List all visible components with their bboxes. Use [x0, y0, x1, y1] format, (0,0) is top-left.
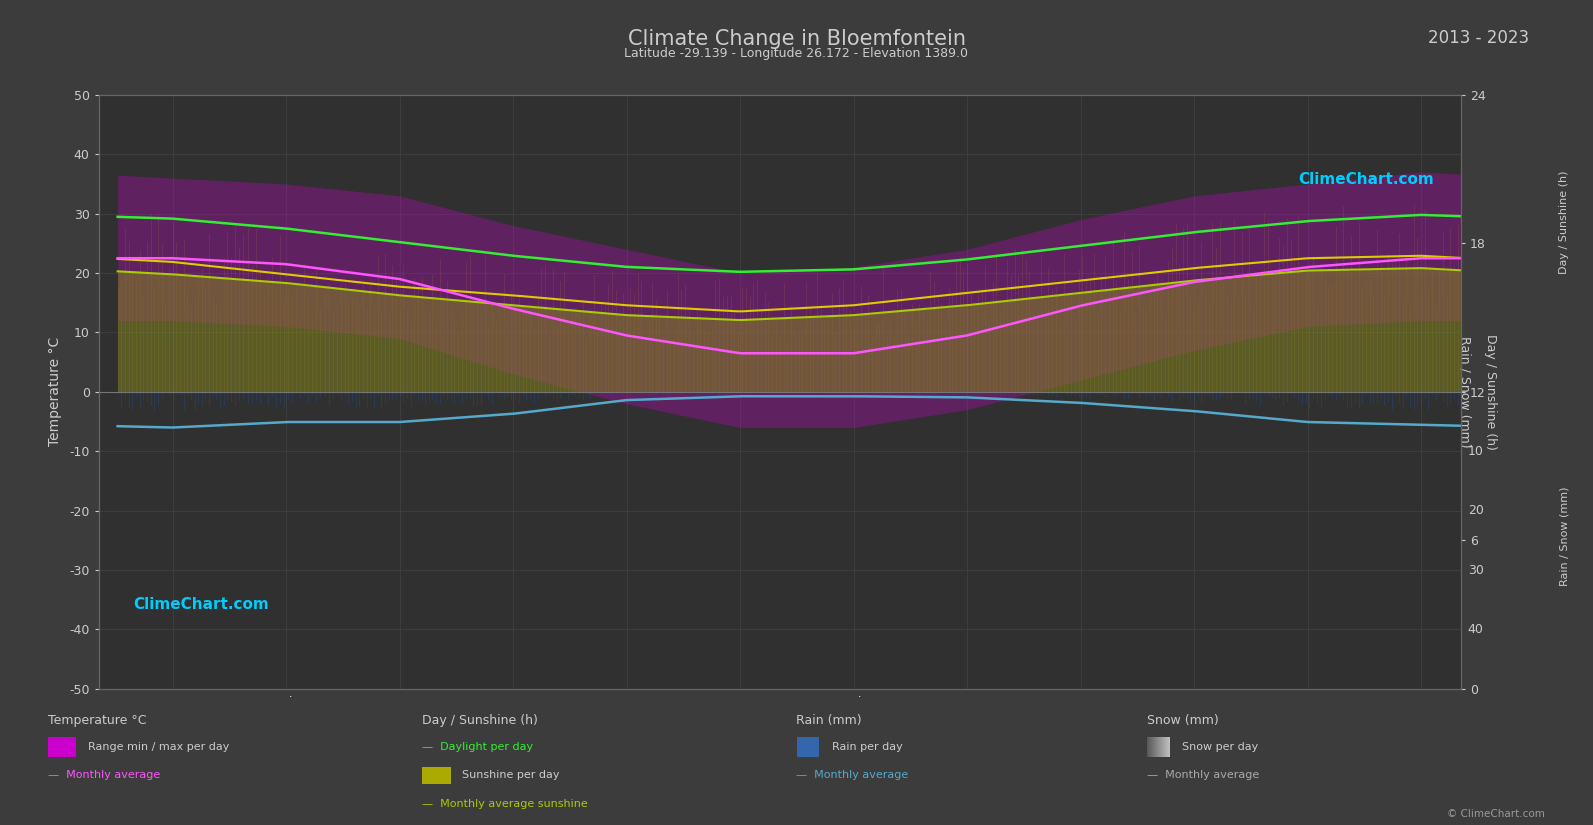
Text: Day / Sunshine (h): Day / Sunshine (h)	[422, 714, 538, 727]
Text: Range min / max per day: Range min / max per day	[88, 742, 229, 752]
Y-axis label: Temperature °C: Temperature °C	[48, 337, 62, 446]
Text: 10: 10	[1467, 445, 1483, 458]
Text: ClimeChart.com: ClimeChart.com	[1298, 172, 1434, 187]
Text: —  Monthly average: — Monthly average	[796, 771, 908, 780]
Text: Climate Change in Bloemfontein: Climate Change in Bloemfontein	[628, 29, 965, 49]
Text: © ClimeChart.com: © ClimeChart.com	[1448, 808, 1545, 818]
Text: Snow (mm): Snow (mm)	[1147, 714, 1219, 727]
Text: 2013 - 2023: 2013 - 2023	[1429, 29, 1529, 47]
Text: Temperature °C: Temperature °C	[48, 714, 147, 727]
Text: 20: 20	[1467, 504, 1483, 517]
Text: Day / Sunshine (h): Day / Sunshine (h)	[1560, 171, 1569, 275]
Y-axis label: Rain / Snow (mm): Rain / Snow (mm)	[1459, 336, 1472, 448]
Text: Rain (mm): Rain (mm)	[796, 714, 862, 727]
Text: ClimeChart.com: ClimeChart.com	[132, 596, 269, 611]
Text: Sunshine per day: Sunshine per day	[462, 771, 559, 780]
Text: —  Monthly average: — Monthly average	[48, 771, 159, 780]
Text: Rain / Snow (mm): Rain / Snow (mm)	[1560, 487, 1569, 586]
Text: 30: 30	[1467, 563, 1483, 577]
Text: —  Monthly average: — Monthly average	[1147, 771, 1258, 780]
Text: 40: 40	[1467, 623, 1483, 636]
Text: Snow per day: Snow per day	[1182, 742, 1258, 752]
Text: —  Monthly average sunshine: — Monthly average sunshine	[422, 799, 588, 809]
Text: Latitude -29.139 - Longitude 26.172 - Elevation 1389.0: Latitude -29.139 - Longitude 26.172 - El…	[624, 47, 969, 60]
Text: —  Daylight per day: — Daylight per day	[422, 742, 534, 752]
Y-axis label: Day / Sunshine (h): Day / Sunshine (h)	[1483, 334, 1497, 450]
Text: Rain per day: Rain per day	[832, 742, 902, 752]
